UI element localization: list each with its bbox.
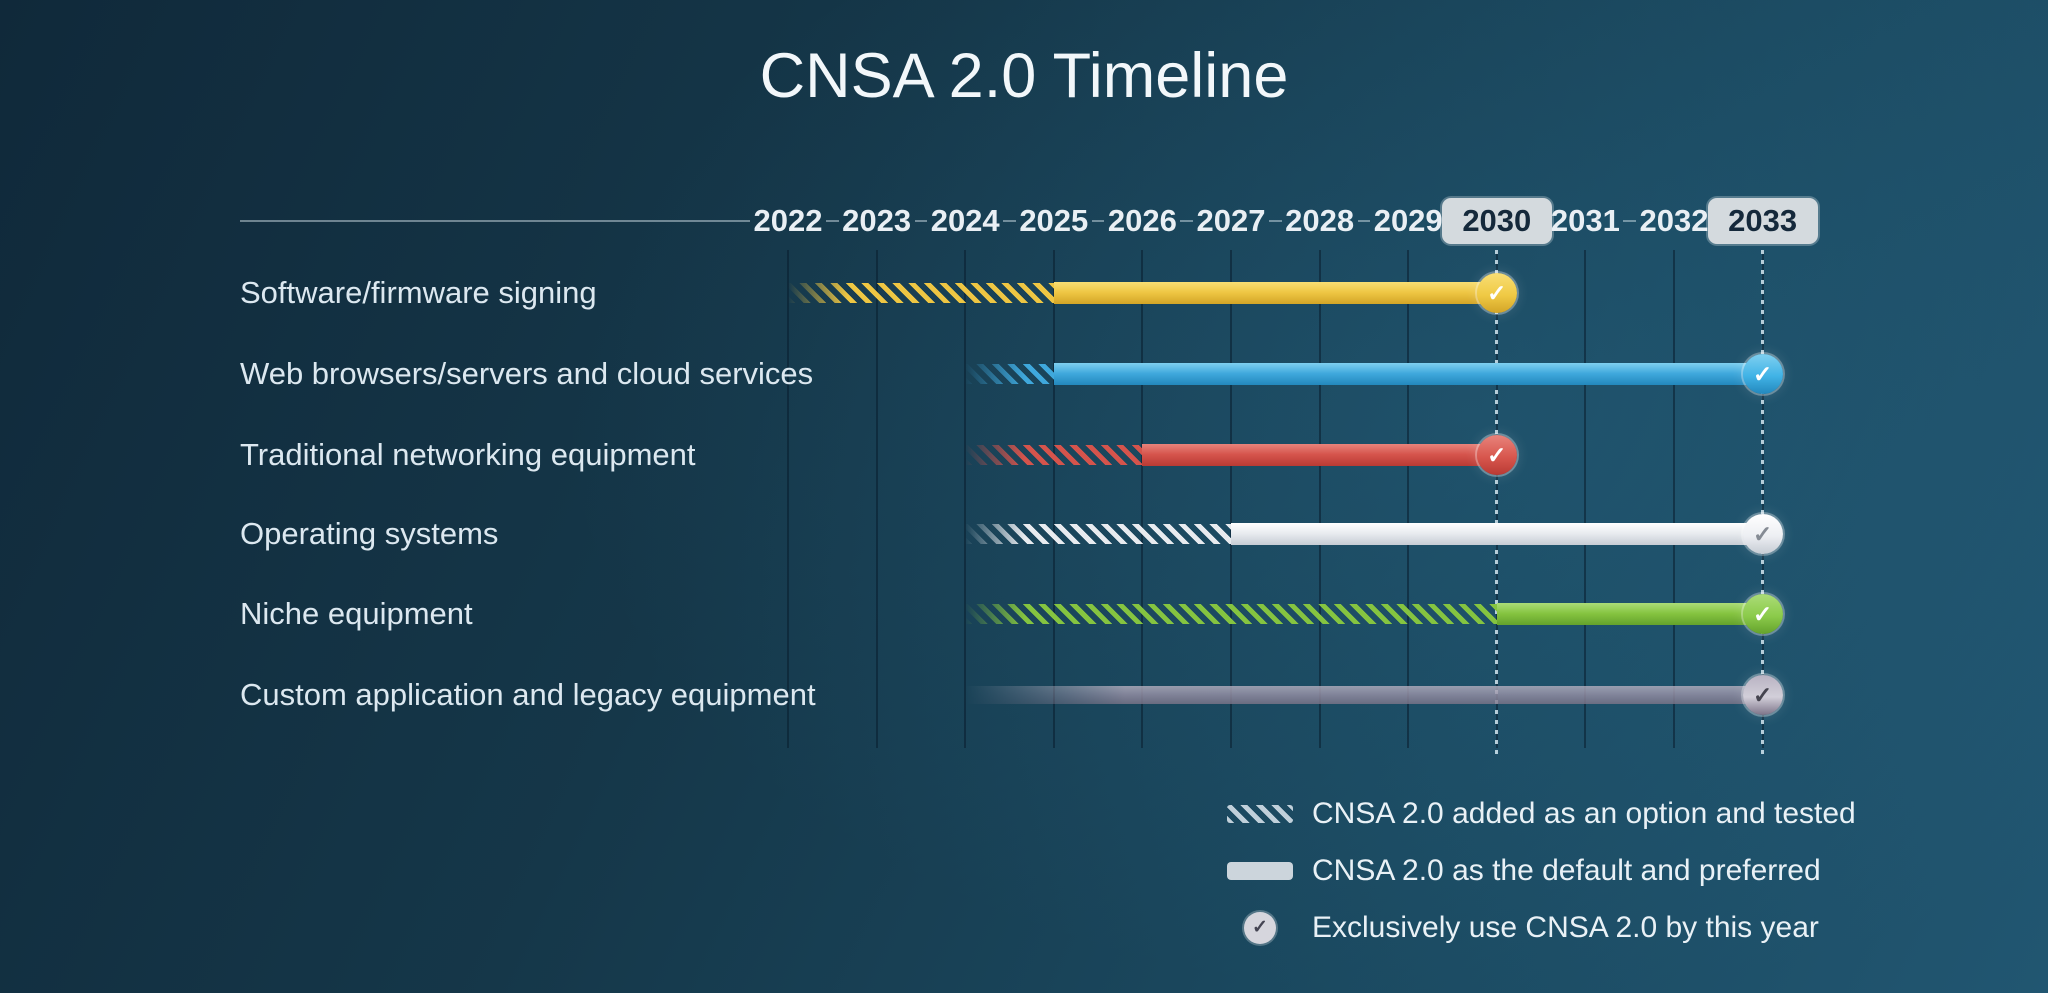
hatched-swatch-icon (1227, 805, 1293, 823)
year-label-2029: 2029 (1373, 203, 1443, 238)
axis-line (240, 220, 750, 222)
row-label: Operating systems (240, 516, 499, 551)
year-gridline (1052, 250, 1055, 748)
check-circle-icon: ✓ (1244, 912, 1276, 944)
row-label: Traditional networking equipment (240, 437, 696, 472)
bar-option-tested (965, 445, 1145, 465)
year-gridline (1673, 250, 1675, 748)
legend-item-default-preferred: CNSA 2.0 as the default and preferred (1214, 851, 1856, 891)
milestone-dotted-line-2030 (1495, 250, 1499, 758)
row-label: Custom application and legacy equipment (240, 677, 816, 712)
axis-line (1091, 220, 1105, 222)
year-label-2031: 2031 (1550, 203, 1620, 238)
year-label-2032: 2032 (1639, 203, 1709, 238)
year-label-2030: 2030 (1441, 198, 1552, 244)
year-label-2027: 2027 (1196, 203, 1266, 238)
bar-option-tested (965, 604, 1499, 624)
bar-option-tested (965, 524, 1233, 544)
year-gridline (1230, 250, 1232, 748)
solid-swatch-icon (1227, 862, 1293, 880)
year-label-2026: 2026 (1107, 203, 1177, 238)
legend-item-option-tested: CNSA 2.0 added as an option and tested (1214, 794, 1856, 834)
bar-option-tested (965, 364, 1056, 384)
year-label-2022: 2022 (753, 203, 823, 238)
axis-line (914, 220, 928, 222)
legend-label: Exclusively use CNSA 2.0 by this year (1312, 911, 1819, 944)
row-label: Web browsers/servers and cloud services (240, 356, 814, 391)
axis-line (1003, 220, 1016, 222)
exclusive-check-icon: ✓ (1742, 354, 1783, 394)
row-label: Niche equipment (240, 596, 473, 631)
axis-line (1269, 220, 1282, 222)
legend-label: CNSA 2.0 as the default and preferred (1312, 854, 1821, 887)
year-label-2023: 2023 (842, 203, 912, 238)
axis-line (1180, 220, 1193, 222)
axis-line (1357, 220, 1371, 222)
year-label-2025: 2025 (1019, 203, 1089, 238)
bar-default-preferred (965, 686, 1763, 704)
page-title: CNSA 2.0 Timeline (759, 41, 1289, 111)
exclusive-check-icon: ✓ (1476, 273, 1517, 313)
year-gridline (1318, 250, 1321, 748)
bar-default-preferred (1231, 523, 1763, 545)
year-gridline (1584, 250, 1587, 748)
year-label-2024: 2024 (930, 203, 1000, 238)
legend-label: CNSA 2.0 added as an option and tested (1312, 797, 1856, 830)
exclusive-check-icon: ✓ (1742, 594, 1783, 634)
exclusive-check-icon: ✓ (1742, 514, 1783, 554)
legend: CNSA 2.0 added as an option and tested C… (1214, 794, 1856, 965)
milestone-dotted-line-2033 (1761, 250, 1765, 758)
bar-default-preferred (1496, 603, 1763, 625)
year-gridline (875, 250, 878, 748)
year-gridline (1407, 250, 1410, 748)
year-gridline (1141, 250, 1144, 748)
axis-line (826, 220, 839, 222)
year-gridline (787, 250, 789, 748)
year-label-2028: 2028 (1285, 203, 1355, 238)
bar-option-tested (788, 283, 1056, 303)
bar-default-preferred (1053, 363, 1763, 385)
axis-line (1623, 220, 1636, 222)
row-label: Software/firmware signing (240, 275, 597, 310)
year-label-2033: 2033 (1707, 198, 1818, 244)
exclusive-check-icon: ✓ (1476, 435, 1517, 475)
legend-item-exclusive-use: ✓ Exclusively use CNSA 2.0 by this year (1214, 908, 1856, 948)
bar-default-preferred (1142, 444, 1497, 466)
year-gridline (964, 250, 967, 748)
bar-default-preferred (1053, 282, 1497, 304)
exclusive-check-icon: ✓ (1742, 675, 1783, 715)
